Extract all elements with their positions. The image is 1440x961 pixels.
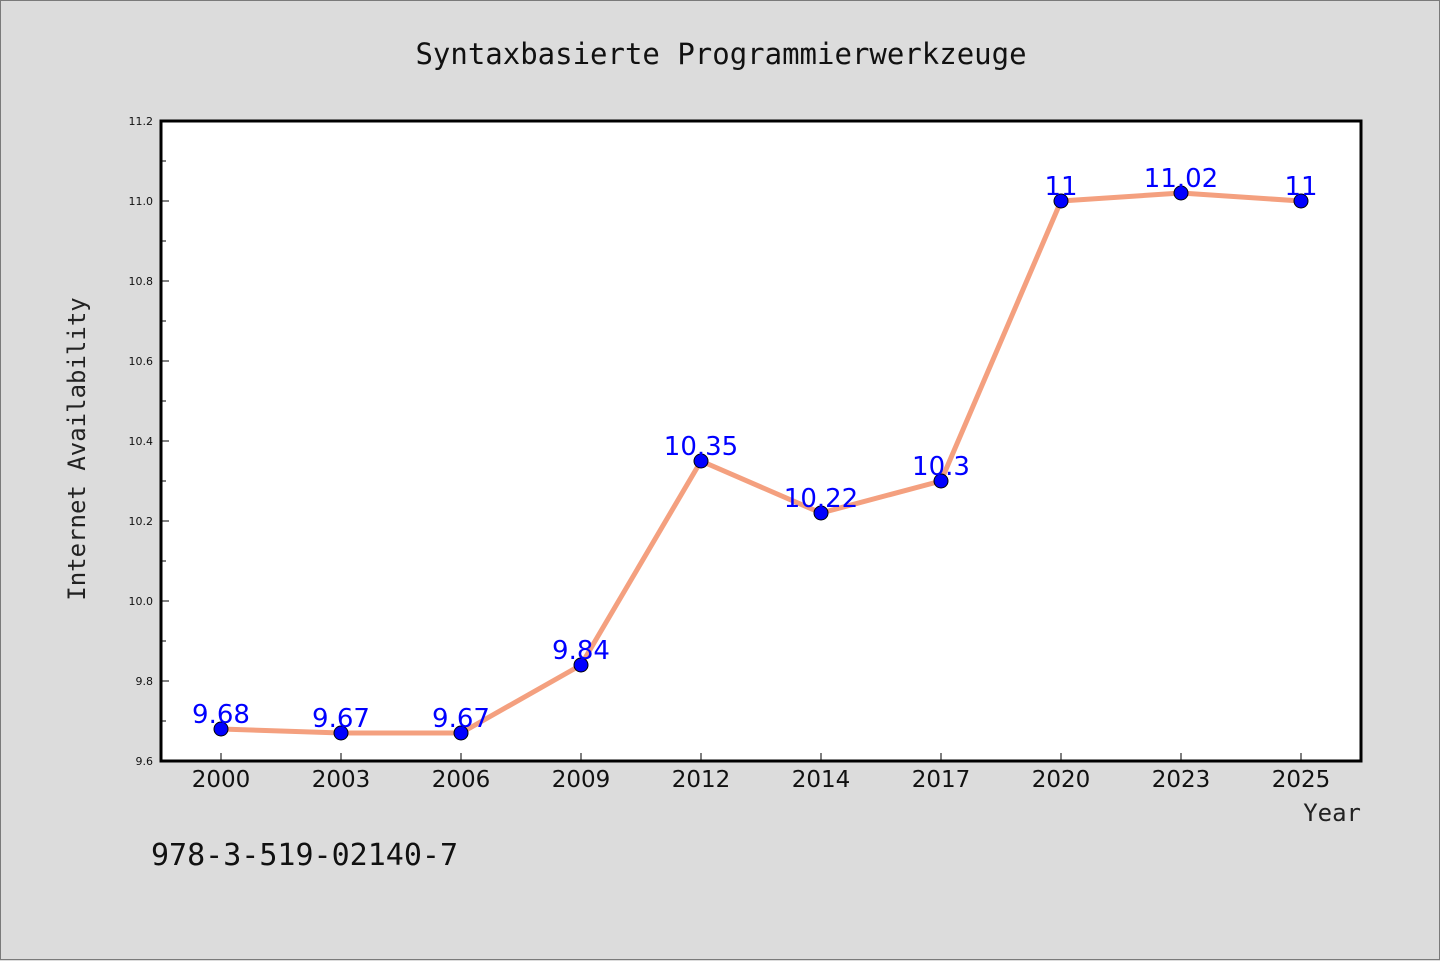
x-tick-label: 2012: [672, 767, 731, 793]
y-tick-label: 11.2: [129, 115, 154, 128]
x-tick-label: 2017: [912, 767, 971, 793]
x-tick-label: 2023: [1152, 767, 1211, 793]
x-tick-label: 2020: [1032, 767, 1091, 793]
y-axis-label: Internet Availability: [63, 297, 91, 600]
data-label: 9.67: [432, 704, 490, 734]
data-label: 10.22: [784, 484, 858, 514]
x-tick-label: 2014: [792, 767, 851, 793]
data-point: [1293, 193, 1309, 209]
x-axis-ticks: 2000 2003 2006 2009 2012 2014 2017 2020 2023 2025: [192, 753, 1331, 793]
data-point: [1053, 193, 1069, 209]
y-tick-label: 10.0: [129, 595, 154, 608]
data-point: [1173, 185, 1189, 201]
y-tick-label: 9.8: [136, 675, 154, 688]
x-tick-label: 2025: [1272, 767, 1331, 793]
plot-frame: [159, 119, 1363, 763]
data-series: 9.68 9.67 9.67 9.84 10.35 10.22 10.3 11 11.02 11: [192, 164, 1318, 741]
x-tick-label: 2006: [432, 767, 491, 793]
data-point: [813, 505, 829, 521]
data-point: [333, 725, 349, 741]
x-tick-label: 2003: [312, 767, 371, 793]
y-axis-ticks: 9.6 9.8 10.0 10.2 10.4 10.6 10.8 11.0 11.2: [129, 115, 169, 768]
data-point: [453, 725, 469, 741]
data-point: [933, 473, 949, 489]
data-label: 11.02: [1144, 164, 1218, 194]
y-tick-label: 10.4: [129, 435, 154, 448]
data-label: 9.84: [552, 636, 610, 666]
series-line: [218, 190, 1304, 736]
data-point: [213, 721, 229, 737]
footer-identifier: 978-3-519-02140-7: [151, 838, 458, 873]
data-point: [693, 453, 709, 469]
y-tick-label: 10.8: [129, 275, 154, 288]
x-axis-label: Year: [1303, 799, 1361, 827]
x-tick-label: 2009: [552, 767, 611, 793]
y-tick-label: 10.6: [129, 355, 154, 368]
data-point: [573, 657, 589, 673]
data-label: 9.67: [312, 704, 370, 734]
data-label: 11: [1044, 172, 1077, 202]
data-label: 11: [1284, 172, 1317, 202]
y-tick-label: 9.6: [136, 755, 154, 768]
chart-title: Syntaxbasierte Programmierwerkzeuge: [415, 37, 1026, 71]
data-label: 10.3: [912, 452, 970, 482]
x-tick-label: 2000: [192, 767, 251, 793]
data-label: 9.68: [192, 700, 250, 730]
y-tick-label: 11.0: [129, 195, 154, 208]
data-label: 10.35: [664, 432, 738, 462]
plot-area: [161, 121, 1361, 761]
y-tick-label: 10.2: [129, 515, 154, 528]
